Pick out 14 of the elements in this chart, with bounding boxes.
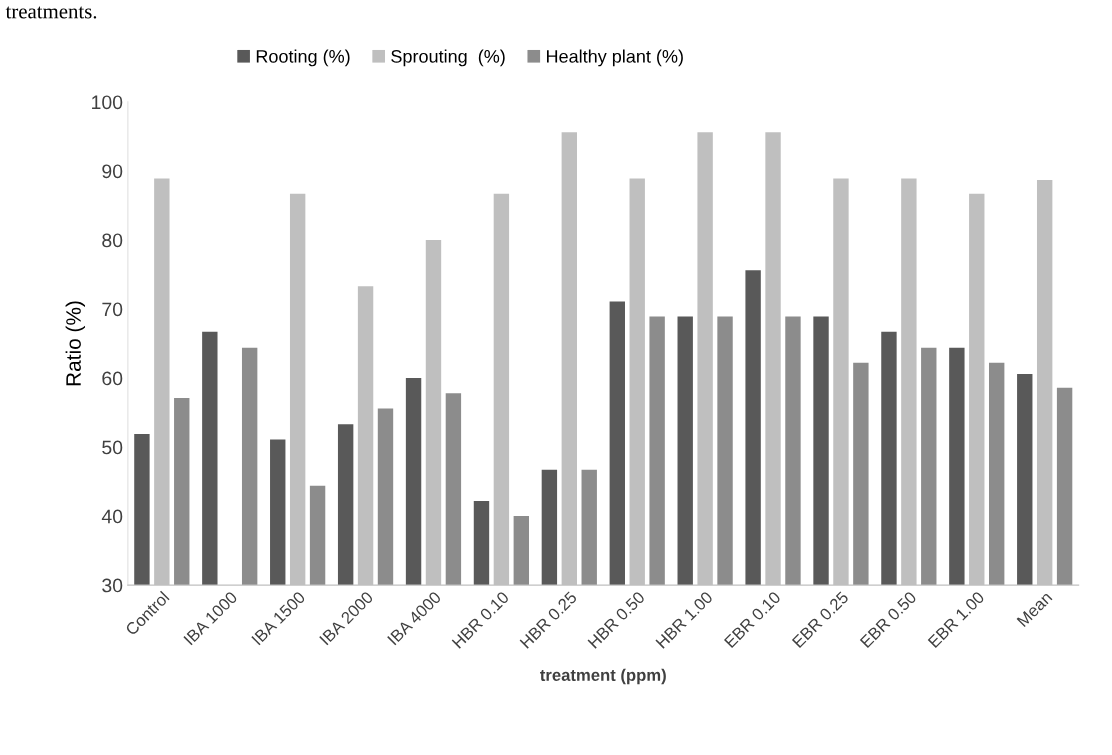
y-tick-label: 40 <box>101 509 123 524</box>
x-axis-title: treatment (ppm) <box>540 668 666 685</box>
y-axis-title: Ratio (%) <box>65 301 86 386</box>
y-tick-label: 50 <box>102 440 123 455</box>
y-tick-label: 80 <box>102 233 123 248</box>
legend-label: Healthy plant (%) <box>547 49 683 67</box>
y-tick-label: 100 <box>92 95 123 110</box>
y-tick-label: 60 <box>102 371 123 386</box>
legend-label: Rooting (%) <box>256 49 350 67</box>
legend-label: Sprouting (%) <box>391 49 505 67</box>
y-tick-label: 30 <box>102 578 123 593</box>
y-tick-label: 70 <box>102 302 123 317</box>
y-tick-label: 90 <box>102 164 123 179</box>
text: treatments. <box>5 6 97 19</box>
